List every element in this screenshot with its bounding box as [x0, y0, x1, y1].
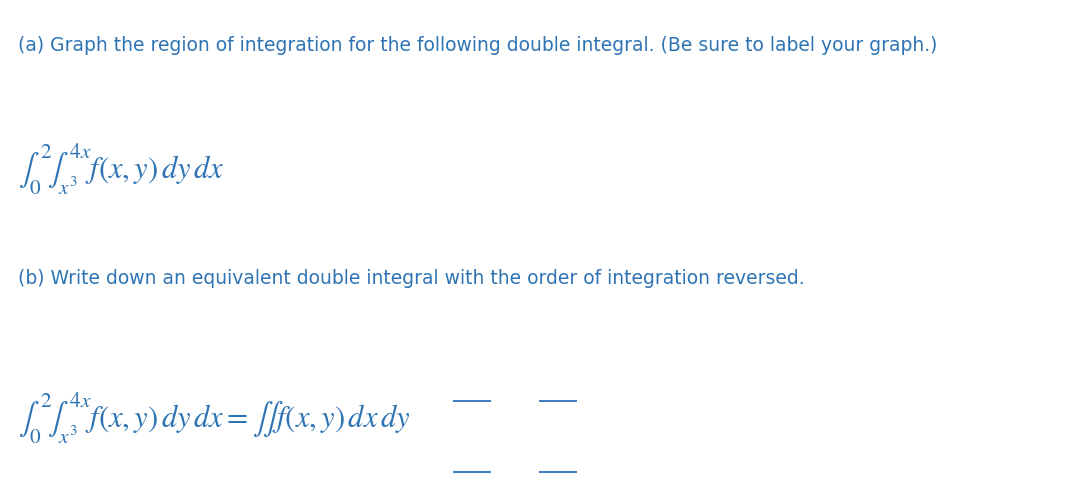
Text: $\int_0^2\!\int_{x^3}^{4x} f(x,y)\,dy\,dx$: $\int_0^2\!\int_{x^3}^{4x} f(x,y)\,dy\,d… — [17, 141, 224, 197]
Text: (a) Graph the region of integration for the following double integral. (Be sure : (a) Graph the region of integration for … — [17, 36, 936, 55]
Text: $\int_0^2\!\int_{x^3}^{4x} f(x,y)\,dy\,dx = \int\!\int f(x,y)\,dx\,dy$: $\int_0^2\!\int_{x^3}^{4x} f(x,y)\,dy\,d… — [17, 391, 410, 446]
Text: (b) Write down an equivalent double integral with the order of integration rever: (b) Write down an equivalent double inte… — [17, 268, 804, 287]
